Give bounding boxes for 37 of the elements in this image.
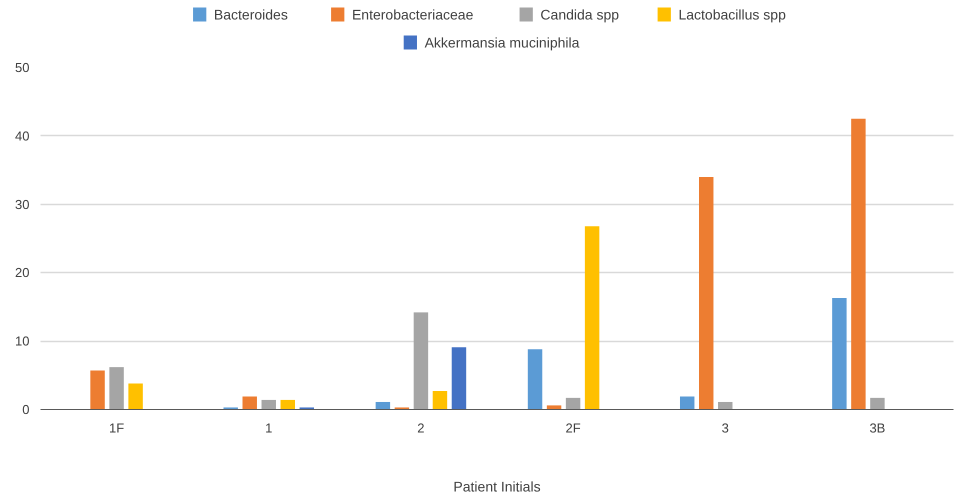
bar (680, 396, 694, 410)
bar (432, 391, 448, 410)
y-tick-label: 20 (15, 265, 30, 280)
legend-label: Akkermansia muciniphila (424, 34, 580, 50)
bar (90, 370, 105, 410)
legend-label: Lactobacillus spp (678, 6, 786, 22)
legend-label: Bacteroides (214, 6, 288, 22)
bar (242, 396, 257, 410)
y-tick-label: 40 (15, 128, 30, 144)
x-tick-label: 2 (417, 420, 425, 436)
x-tick-label: 2F (566, 420, 581, 436)
bar (718, 402, 732, 410)
bar (851, 118, 866, 410)
legend-label: Enterobacteriaceae (352, 6, 474, 22)
x-tick-label: 1 (265, 420, 272, 436)
bar (452, 347, 466, 410)
bar (566, 398, 580, 410)
y-tick-label: 30 (15, 196, 30, 212)
bar (414, 312, 428, 410)
bar (376, 402, 390, 410)
x-tick-label: 3B (869, 420, 886, 436)
y-tick-label: 10 (15, 334, 30, 349)
y-tick-label: 50 (15, 60, 30, 75)
bar (699, 176, 714, 410)
bar (262, 400, 276, 410)
y-tick-label: 0 (22, 402, 30, 417)
bar (584, 226, 600, 410)
bar (870, 398, 885, 410)
x-tick-label: 3 (722, 420, 729, 436)
bar (128, 384, 143, 410)
legend-label: Candida spp (540, 6, 620, 22)
bar (528, 349, 542, 410)
bar (832, 298, 847, 410)
x-tick-label: 1F (109, 420, 124, 436)
bar (109, 367, 124, 410)
bar (280, 400, 295, 410)
x-axis-title: Patient Initials (453, 478, 541, 494)
